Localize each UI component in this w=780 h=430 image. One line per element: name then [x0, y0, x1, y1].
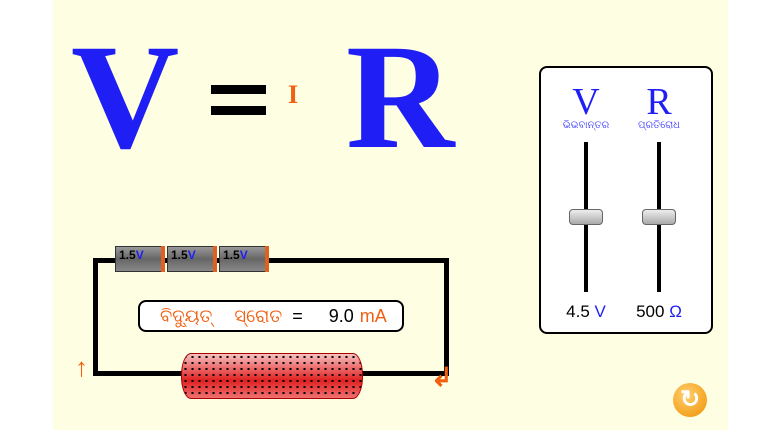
resistance-label: ପ୍ରତିରୋଧ — [638, 120, 680, 131]
voltage-value: 4.5 V — [566, 302, 606, 321]
battery: 1.5V — [167, 246, 217, 272]
current-label: ବିଦ୍ୟୁତ୍ — [160, 305, 213, 326]
control-panel: V ଭିଭବାନ୍ତର 4.5 V R ପ୍ରତିରୋଧ 500 Ω — [539, 66, 713, 334]
resistance-slider-thumb[interactable] — [642, 209, 676, 225]
resistance-symbol: R — [646, 81, 672, 123]
current-readout: ବିଦ୍ୟୁତ୍ ସ୍ରୋତ = 9.0 mA — [138, 300, 404, 332]
current-unit: mA — [359, 305, 387, 326]
current-label-2: ସ୍ରୋତ — [234, 305, 283, 326]
equation-r: R — [346, 14, 455, 180]
equals-sign — [211, 85, 266, 115]
voltage-slider-thumb[interactable] — [569, 209, 603, 225]
resistance-value: 500 Ω — [636, 302, 682, 321]
reset-icon: ↻ — [679, 386, 701, 413]
current-direction-arrow-icon: ↑ — [75, 352, 88, 382]
voltage-label: ଭିଭବାନ୍ତର — [562, 120, 610, 131]
battery: 1.5V — [115, 246, 165, 272]
resistor — [181, 353, 363, 399]
equation-v: V — [71, 14, 180, 180]
simulation-stage: V I R V ଭିଭବାନ୍ତର 4.5 V R ପ୍ରତିରୋଧ 500 Ω… — [53, 0, 728, 430]
current-value: 9.0 — [328, 305, 354, 326]
reset-button[interactable]: ↻ — [673, 383, 707, 417]
current-equals: = — [292, 305, 303, 326]
current-direction-arrow-icon: ↲ — [431, 362, 453, 392]
battery: 1.5V — [219, 246, 269, 272]
voltage-symbol: V — [572, 81, 600, 123]
equation-i: I — [288, 80, 299, 109]
